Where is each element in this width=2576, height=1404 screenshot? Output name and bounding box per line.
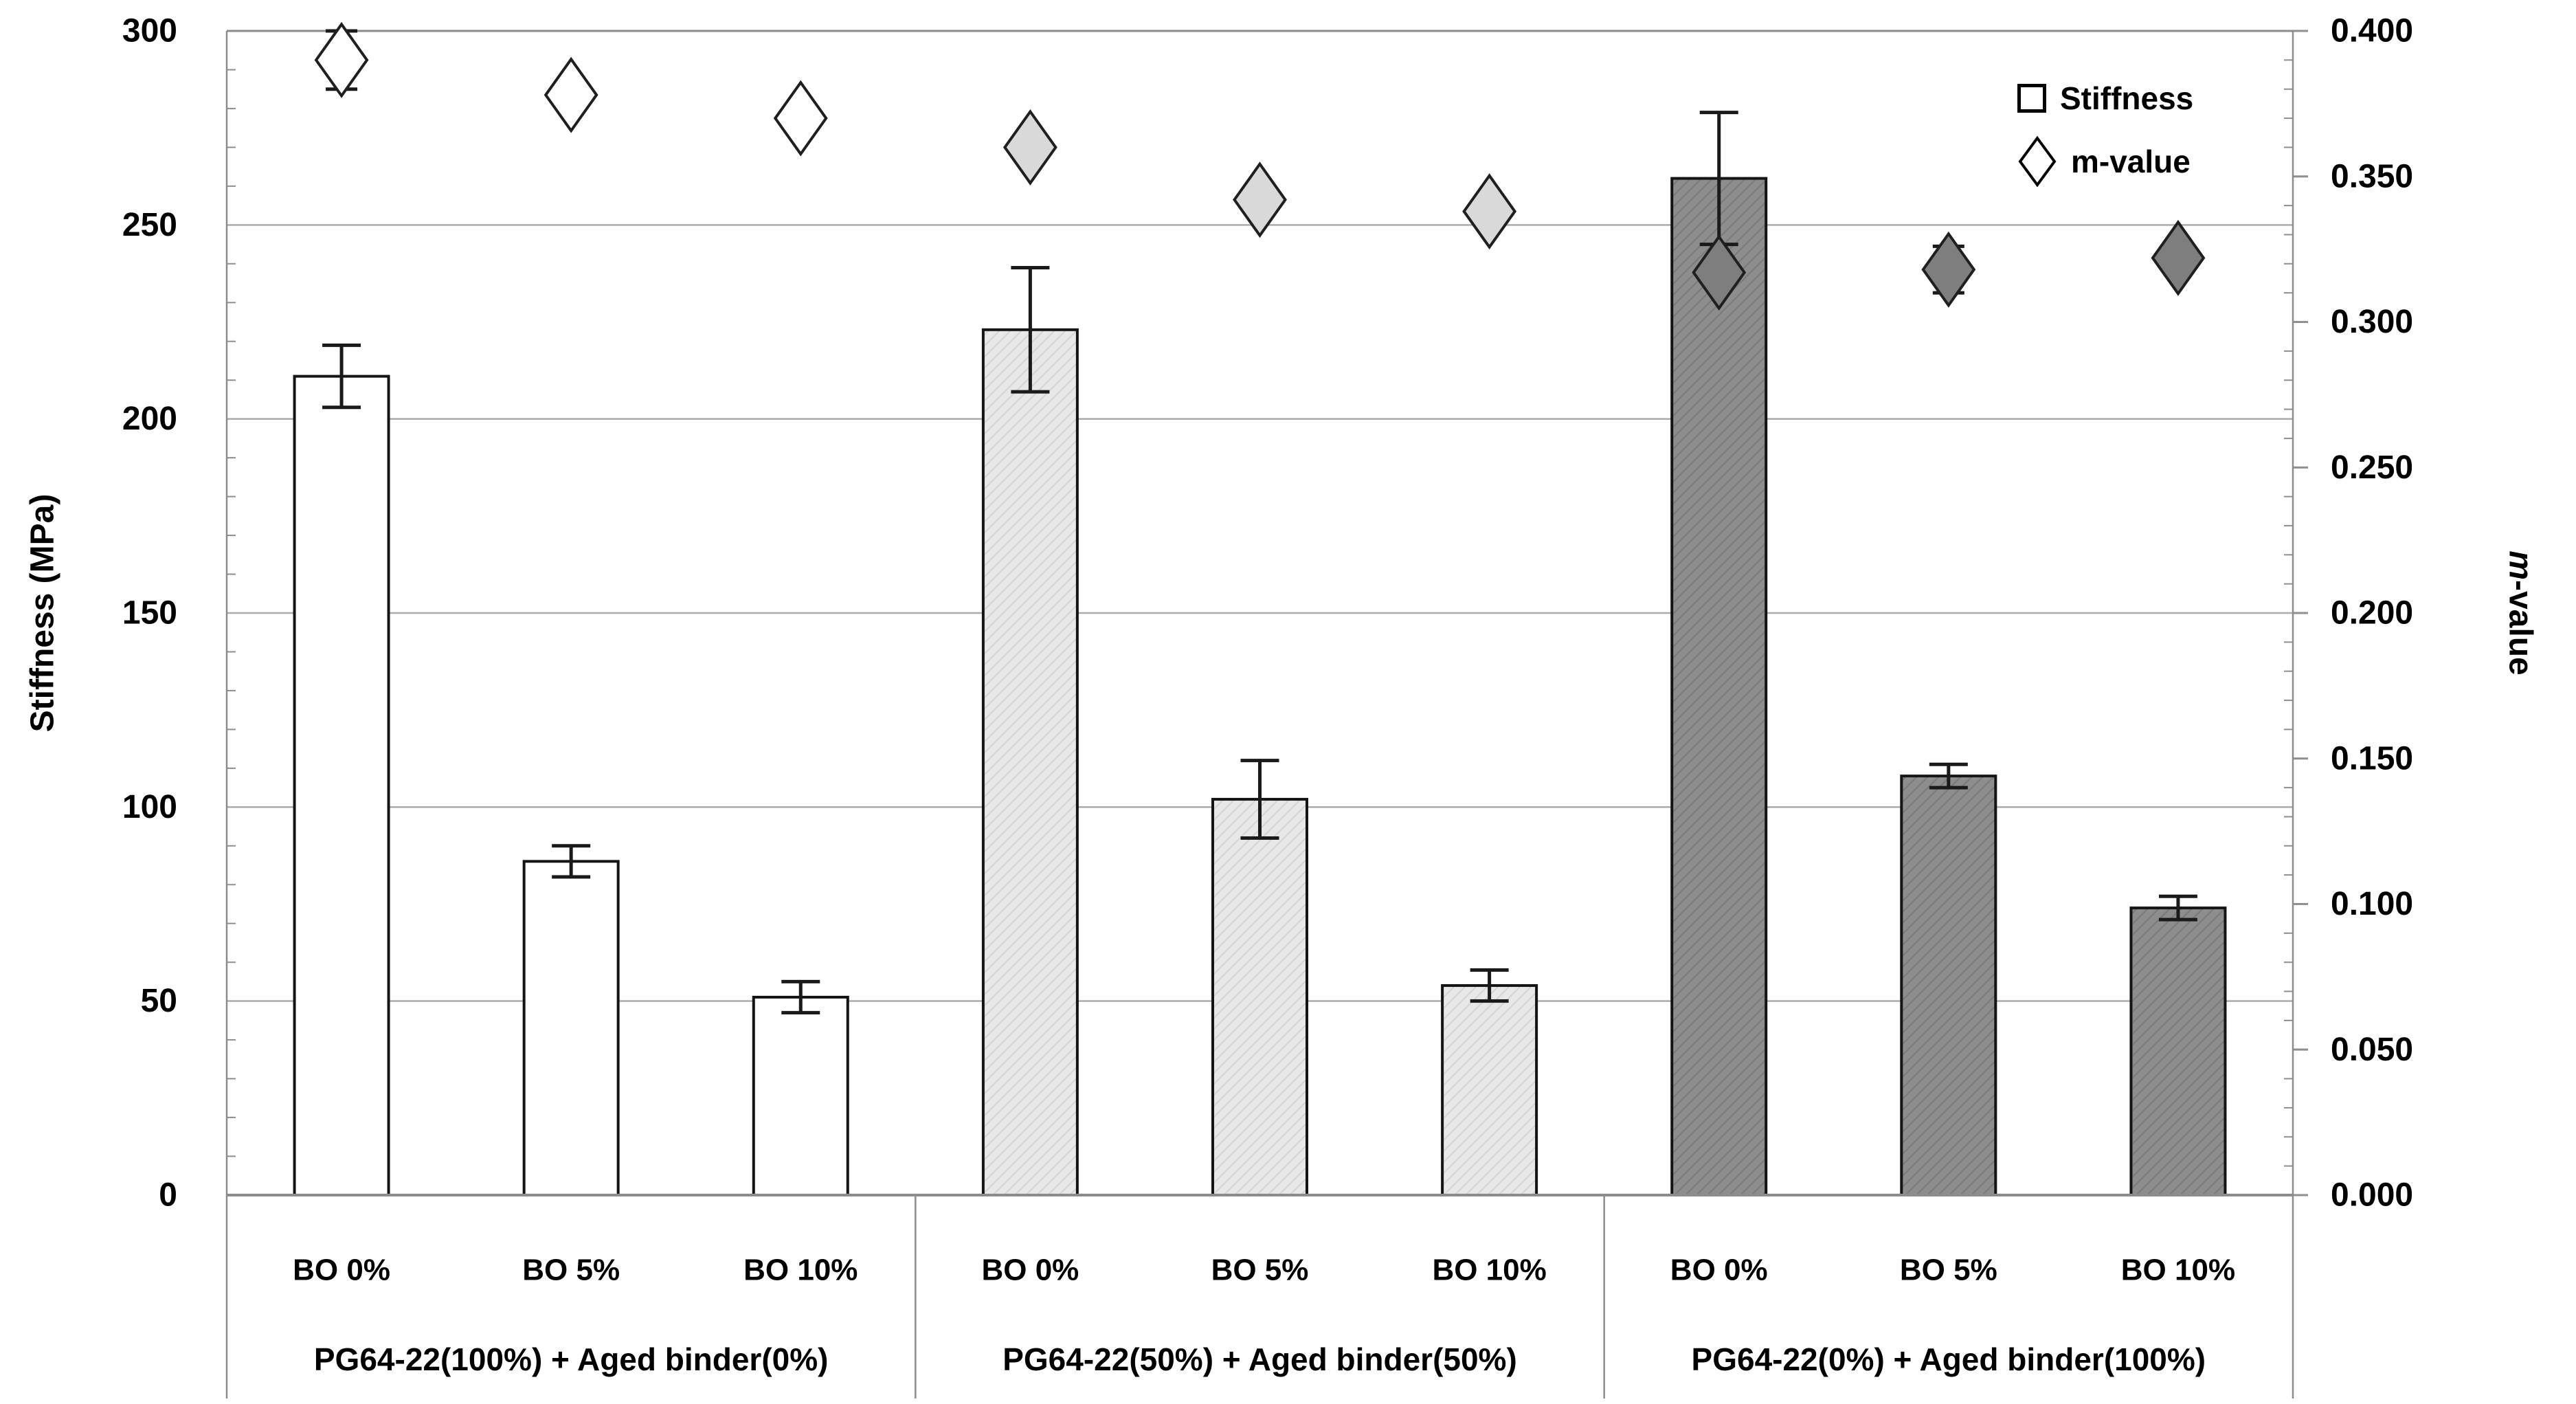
legend-label-stiffness: Stiffness <box>2060 80 2194 116</box>
left-tick-label: 200 <box>122 401 177 437</box>
m-value-marker <box>544 56 598 133</box>
m-value-marker <box>1921 231 1976 308</box>
left-tick-label: 250 <box>122 207 177 243</box>
left-axis-title: Stiffness (MPa) <box>24 494 62 733</box>
category-label: BO 5% <box>522 1253 620 1287</box>
left-tick-label: 300 <box>122 13 177 49</box>
bar <box>1900 775 1997 1197</box>
legend: Stiffness m-value <box>2017 74 2193 201</box>
bar <box>752 996 849 1197</box>
m-value-marker <box>2151 219 2206 296</box>
right-tick-label: 0.300 <box>2331 304 2413 340</box>
bar <box>293 375 390 1196</box>
right-tick-label: 0.100 <box>2331 886 2413 922</box>
left-tick-label: 150 <box>122 595 177 632</box>
left-tick-label: 0 <box>159 1177 177 1214</box>
bar <box>1441 984 1538 1196</box>
bar <box>2129 906 2227 1196</box>
right-tick-label: 0.200 <box>2331 595 2413 632</box>
m-value-marker <box>314 21 369 98</box>
bar <box>1211 798 1308 1197</box>
category-label: BO 0% <box>981 1253 1079 1287</box>
group-label: PG64-22(100%) + Aged binder(0%) <box>314 1341 829 1377</box>
legend-label-mvalue: m-value <box>2071 144 2191 179</box>
left-axis-title-text: Stiffness (MPa) <box>24 493 61 733</box>
m-value-marker <box>773 80 828 157</box>
right-tick-label: 0.150 <box>2331 740 2413 777</box>
category-label: BO 0% <box>1670 1253 1768 1287</box>
category-label: BO 0% <box>293 1253 390 1287</box>
right-axis-title-m: m <box>2502 550 2539 580</box>
bar <box>981 328 1079 1196</box>
m-value-marker <box>1692 234 1747 311</box>
m-value-marker <box>1233 161 1287 238</box>
category-label: BO 10% <box>1432 1253 1546 1287</box>
m-value-marker <box>1462 173 1517 250</box>
right-axis-title: m-value <box>2502 550 2540 675</box>
category-label: BO 5% <box>1900 1253 1997 1287</box>
category-label: BO 5% <box>1211 1253 1309 1287</box>
category-label: BO 10% <box>743 1253 858 1287</box>
m-value-marker <box>1003 109 1057 186</box>
right-tick-label: 0.050 <box>2331 1032 2413 1068</box>
bar <box>1670 177 1768 1196</box>
right-tick-label: 0.350 <box>2331 158 2413 194</box>
legend-item-mvalue: m-value <box>2017 135 2193 188</box>
stiffness-square-icon <box>2017 84 2046 113</box>
right-tick-label: 0.400 <box>2331 13 2413 49</box>
right-tick-label: 0.250 <box>2331 449 2413 486</box>
category-label: BO 10% <box>2121 1253 2235 1287</box>
right-axis-title-value: -value <box>2502 579 2539 676</box>
legend-item-stiffness: Stiffness <box>2017 74 2193 122</box>
bar <box>522 860 620 1197</box>
left-tick-label: 50 <box>141 983 177 1019</box>
group-label: PG64-22(50%) + Aged binder(50%) <box>1003 1341 1517 1377</box>
group-label: PG64-22(0%) + Aged binder(100%) <box>1692 1341 2206 1377</box>
mvalue-diamond-icon <box>2018 135 2057 188</box>
right-tick-label: 0.000 <box>2331 1177 2413 1214</box>
left-tick-label: 100 <box>122 789 177 825</box>
